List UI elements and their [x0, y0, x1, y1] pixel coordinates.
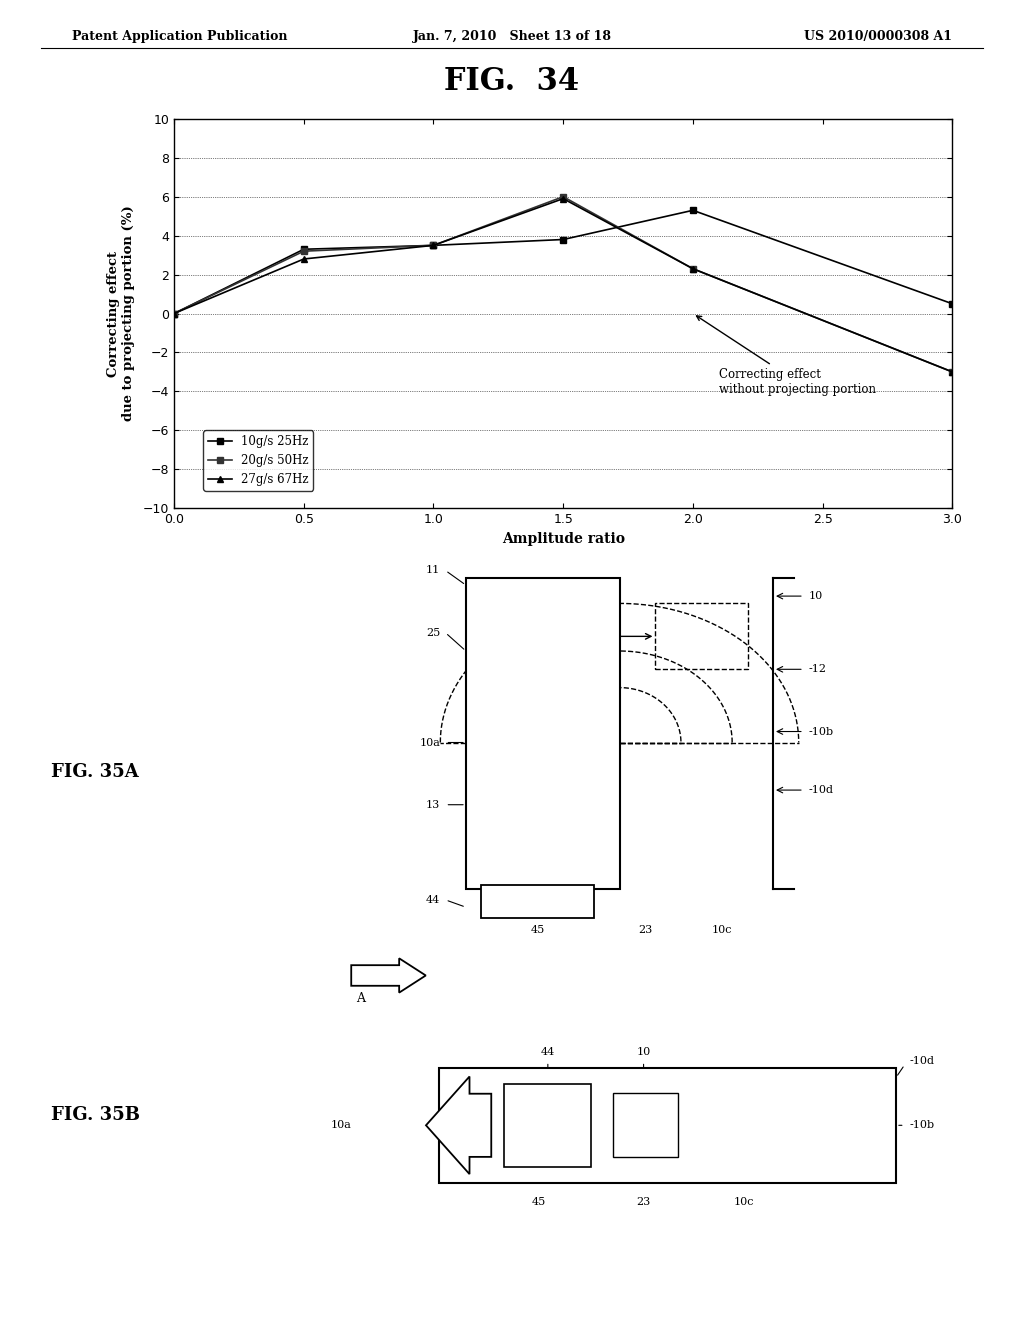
Text: -10d: -10d	[909, 1056, 934, 1067]
Text: -10b: -10b	[809, 726, 835, 737]
27g/s 67Hz	[946, 364, 958, 380]
Text: FIG. 35B: FIG. 35B	[51, 1106, 140, 1125]
Text: Correcting effect
without projecting portion: Correcting effect without projecting por…	[696, 315, 876, 396]
10g/s 25Hz	[427, 238, 439, 253]
Text: 23: 23	[638, 925, 652, 935]
27g/s 67Hz	[168, 306, 180, 322]
10g/s 25Hz	[946, 296, 958, 312]
10g/s 25Hz	[298, 242, 310, 257]
FancyArrow shape	[426, 1077, 492, 1173]
10g/s 25Hz	[168, 306, 180, 322]
Text: 25: 25	[426, 628, 440, 638]
Text: US 2010/0000308 A1: US 2010/0000308 A1	[804, 30, 952, 44]
Line: 10g/s 25Hz: 10g/s 25Hz	[171, 207, 955, 317]
Text: FIG. 35A: FIG. 35A	[51, 763, 139, 781]
Text: 10: 10	[637, 1047, 650, 1057]
27g/s 67Hz	[298, 251, 310, 267]
20g/s 50Hz	[687, 261, 699, 277]
Text: FIG.  34: FIG. 34	[444, 66, 580, 96]
20g/s 50Hz	[946, 364, 958, 380]
Text: 44: 44	[426, 895, 440, 906]
Text: 10c: 10c	[712, 925, 732, 935]
Text: 10c: 10c	[733, 1197, 754, 1206]
X-axis label: Amplitude ratio: Amplitude ratio	[502, 532, 625, 545]
Line: 27g/s 67Hz: 27g/s 67Hz	[171, 195, 955, 375]
Text: -10d: -10d	[809, 785, 834, 795]
Text: 10: 10	[809, 591, 823, 601]
20g/s 50Hz	[427, 238, 439, 253]
Text: 11: 11	[426, 565, 440, 576]
Line: 20g/s 50Hz: 20g/s 50Hz	[171, 193, 955, 375]
Text: -12: -12	[809, 664, 827, 675]
Bar	[481, 886, 594, 919]
Text: Jan. 7, 2010   Sheet 13 of 18: Jan. 7, 2010 Sheet 13 of 18	[413, 30, 611, 44]
10g/s 25Hz	[557, 231, 569, 247]
Text: A: A	[356, 993, 366, 1006]
Bar	[466, 578, 620, 888]
Y-axis label: Correcting effect
due to projecting portion (%): Correcting effect due to projecting port…	[106, 206, 134, 421]
Bar	[613, 1093, 679, 1158]
Text: 45: 45	[532, 1197, 546, 1206]
20g/s 50Hz	[168, 306, 180, 322]
27g/s 67Hz	[687, 261, 699, 277]
Bar	[439, 1068, 896, 1183]
Legend: 10g/s 25Hz, 20g/s 50Hz, 27g/s 67Hz: 10g/s 25Hz, 20g/s 50Hz, 27g/s 67Hz	[204, 430, 313, 491]
20g/s 50Hz	[557, 189, 569, 205]
Text: 10a: 10a	[331, 1121, 352, 1130]
FancyArrow shape	[351, 958, 426, 993]
Bar	[505, 1084, 592, 1167]
Bar	[655, 603, 748, 669]
10g/s 25Hz	[687, 202, 699, 218]
Text: 44: 44	[541, 1047, 555, 1057]
Text: 10a: 10a	[420, 738, 440, 747]
Text: 13: 13	[426, 800, 440, 809]
27g/s 67Hz	[427, 238, 439, 253]
Text: -10b: -10b	[909, 1121, 934, 1130]
Text: 23: 23	[637, 1197, 650, 1206]
Text: 45: 45	[530, 925, 545, 935]
27g/s 67Hz	[557, 190, 569, 206]
20g/s 50Hz	[298, 243, 310, 259]
Text: Patent Application Publication: Patent Application Publication	[72, 30, 287, 44]
